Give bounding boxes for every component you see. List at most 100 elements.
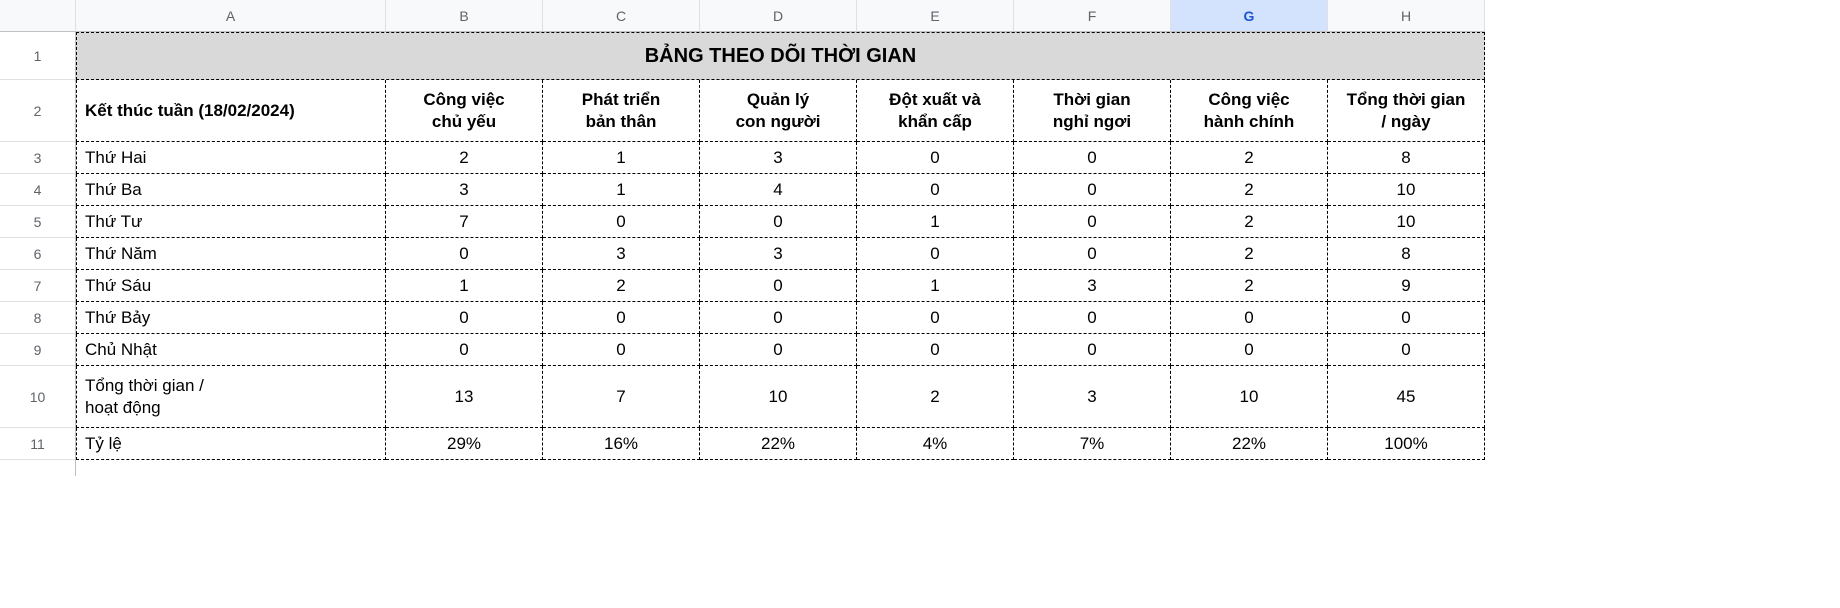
column-header-D[interactable]: D — [700, 0, 857, 32]
percent-cell[interactable]: 22% — [700, 428, 857, 460]
data-cell[interactable]: 1 — [543, 174, 700, 206]
data-cell[interactable]: 8 — [1328, 142, 1485, 174]
percent-cell[interactable]: 100% — [1328, 428, 1485, 460]
row-header-5[interactable]: 5 — [0, 206, 76, 238]
column-header-H[interactable]: H — [1328, 0, 1485, 32]
data-cell[interactable]: 0 — [857, 174, 1014, 206]
data-cell[interactable]: 2 — [1171, 206, 1328, 238]
data-cell[interactable]: 0 — [1014, 206, 1171, 238]
day-label[interactable]: Thứ Sáu — [76, 270, 386, 302]
data-cell[interactable]: 0 — [1014, 238, 1171, 270]
header-col-D[interactable]: Quản lý con người — [700, 80, 857, 142]
data-cell[interactable]: 9 — [1328, 270, 1485, 302]
header-col-B[interactable]: Công việc chủ yếu — [386, 80, 543, 142]
data-cell[interactable]: 2 — [1171, 174, 1328, 206]
data-cell[interactable]: 1 — [857, 206, 1014, 238]
column-header-E[interactable]: E — [857, 0, 1014, 32]
summary-cell[interactable]: 7 — [543, 366, 700, 428]
percent-cell[interactable]: 29% — [386, 428, 543, 460]
summary-cell[interactable]: 3 — [1014, 366, 1171, 428]
data-cell[interactable]: 0 — [1328, 334, 1485, 366]
header-col-H[interactable]: Tổng thời gian / ngày — [1328, 80, 1485, 142]
percent-label[interactable]: Tỷ lệ — [76, 428, 386, 460]
data-cell[interactable]: 0 — [700, 334, 857, 366]
data-cell[interactable]: 2 — [1171, 142, 1328, 174]
data-cell[interactable]: 2 — [1171, 270, 1328, 302]
data-cell[interactable]: 10 — [1328, 174, 1485, 206]
day-label[interactable]: Thứ Tư — [76, 206, 386, 238]
data-cell[interactable]: 7 — [386, 206, 543, 238]
row-header-6[interactable]: 6 — [0, 238, 76, 270]
summary-cell[interactable]: 2 — [857, 366, 1014, 428]
day-label[interactable]: Thứ Hai — [76, 142, 386, 174]
data-cell[interactable]: 0 — [857, 142, 1014, 174]
row-header-10[interactable]: 10 — [0, 366, 76, 428]
data-cell[interactable]: 4 — [700, 174, 857, 206]
column-header-G[interactable]: G — [1171, 0, 1328, 32]
percent-cell[interactable]: 7% — [1014, 428, 1171, 460]
data-cell[interactable]: 0 — [700, 302, 857, 334]
row-header-4[interactable]: 4 — [0, 174, 76, 206]
summary-cell[interactable]: 45 — [1328, 366, 1485, 428]
data-cell[interactable]: 1 — [857, 270, 1014, 302]
data-cell[interactable]: 0 — [543, 334, 700, 366]
row-header-9[interactable]: 9 — [0, 334, 76, 366]
data-cell[interactable]: 0 — [543, 206, 700, 238]
data-cell[interactable]: 2 — [1171, 238, 1328, 270]
column-header-B[interactable]: B — [386, 0, 543, 32]
data-cell[interactable]: 0 — [1014, 302, 1171, 334]
select-all-corner[interactable] — [0, 0, 76, 32]
row-header-7[interactable]: 7 — [0, 270, 76, 302]
data-cell[interactable]: 3 — [543, 238, 700, 270]
data-cell[interactable]: 3 — [1014, 270, 1171, 302]
data-cell[interactable]: 2 — [386, 142, 543, 174]
data-cell[interactable]: 0 — [857, 302, 1014, 334]
data-cell[interactable]: 10 — [1328, 206, 1485, 238]
header-weekending[interactable]: Kết thúc tuần (18/02/2024) — [76, 80, 386, 142]
data-cell[interactable]: 0 — [1171, 302, 1328, 334]
day-label[interactable]: Thứ Năm — [76, 238, 386, 270]
row-header-next[interactable] — [0, 460, 76, 476]
percent-cell[interactable]: 4% — [857, 428, 1014, 460]
summary-cell[interactable]: 10 — [1171, 366, 1328, 428]
data-cell[interactable]: 1 — [386, 270, 543, 302]
data-cell[interactable]: 1 — [543, 142, 700, 174]
data-cell[interactable]: 2 — [543, 270, 700, 302]
data-cell[interactable]: 0 — [543, 302, 700, 334]
empty-row[interactable] — [76, 460, 1485, 476]
data-cell[interactable]: 3 — [700, 238, 857, 270]
data-cell[interactable]: 0 — [1014, 174, 1171, 206]
column-header-F[interactable]: F — [1014, 0, 1171, 32]
data-cell[interactable]: 0 — [1014, 334, 1171, 366]
column-header-A[interactable]: A — [76, 0, 386, 32]
summary-cell[interactable]: 13 — [386, 366, 543, 428]
header-col-F[interactable]: Thời gian nghỉ ngơi — [1014, 80, 1171, 142]
data-cell[interactable]: 0 — [857, 238, 1014, 270]
data-cell[interactable]: 0 — [386, 302, 543, 334]
data-cell[interactable]: 0 — [1014, 142, 1171, 174]
row-header-3[interactable]: 3 — [0, 142, 76, 174]
data-cell[interactable]: 0 — [1171, 334, 1328, 366]
data-cell[interactable]: 0 — [700, 206, 857, 238]
data-cell[interactable]: 3 — [386, 174, 543, 206]
header-col-C[interactable]: Phát triển bản thân — [543, 80, 700, 142]
row-header-1[interactable]: 1 — [0, 32, 76, 80]
data-cell[interactable]: 0 — [857, 334, 1014, 366]
data-cell[interactable]: 0 — [386, 238, 543, 270]
summary-cell[interactable]: 10 — [700, 366, 857, 428]
data-cell[interactable]: 8 — [1328, 238, 1485, 270]
day-label[interactable]: Thứ Bảy — [76, 302, 386, 334]
column-header-C[interactable]: C — [543, 0, 700, 32]
data-cell[interactable]: 0 — [386, 334, 543, 366]
row-header-2[interactable]: 2 — [0, 80, 76, 142]
header-col-E[interactable]: Đột xuất và khẩn cấp — [857, 80, 1014, 142]
header-col-G[interactable]: Công việc hành chính — [1171, 80, 1328, 142]
percent-cell[interactable]: 16% — [543, 428, 700, 460]
row-header-8[interactable]: 8 — [0, 302, 76, 334]
data-cell[interactable]: 0 — [700, 270, 857, 302]
summary-label[interactable]: Tổng thời gian / hoạt động — [76, 366, 386, 428]
day-label[interactable]: Thứ Ba — [76, 174, 386, 206]
data-cell[interactable]: 3 — [700, 142, 857, 174]
percent-cell[interactable]: 22% — [1171, 428, 1328, 460]
day-label[interactable]: Chủ Nhật — [76, 334, 386, 366]
